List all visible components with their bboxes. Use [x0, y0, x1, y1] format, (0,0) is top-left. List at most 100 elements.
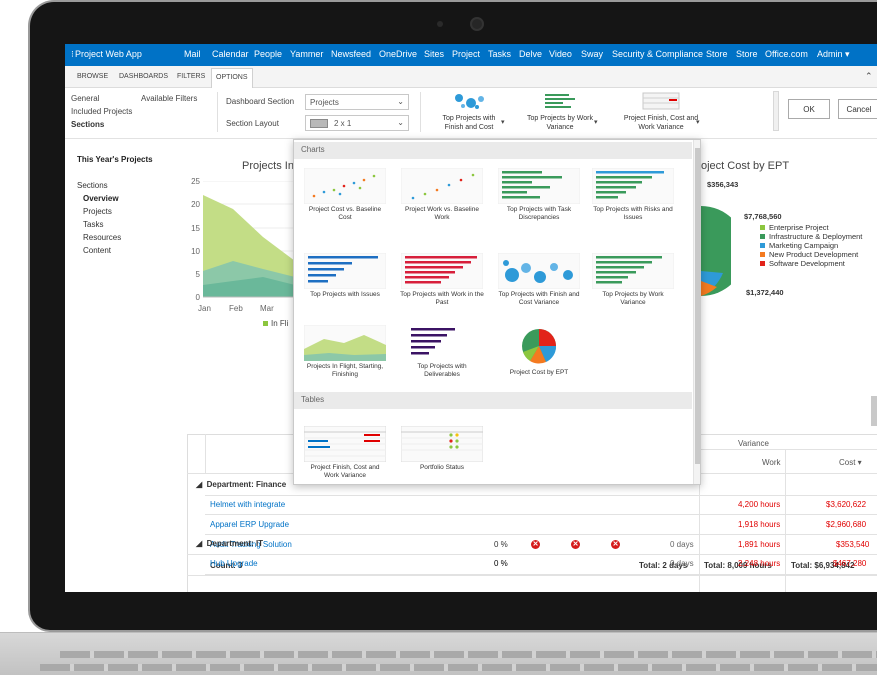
gallery-item-portfolio-status[interactable]: Portfolio Status [400, 426, 484, 472]
nav-tasks[interactable]: Tasks [488, 49, 512, 59]
gallery-item-issues[interactable]: Top Projects with Issues [303, 253, 387, 299]
scatter-thumbnail [401, 168, 483, 204]
section-layout-select[interactable]: 2 x 1 ⌄ [305, 115, 409, 131]
gallery-item-work-vs-baseline[interactable]: Project Work vs. Baseline Work [400, 168, 484, 222]
sections-label: Sections [77, 181, 108, 190]
cost-header[interactable]: Cost ▾ [839, 458, 862, 467]
ribbon-general[interactable]: General [71, 94, 100, 103]
popup-scrollbar[interactable] [693, 140, 700, 484]
tab-filters[interactable]: FILTERS [177, 73, 206, 80]
pie-slice-new-product [701, 281, 717, 296]
cancel-button[interactable]: Cancel [838, 99, 877, 119]
gallery-item-risks-issues[interactable]: Top Projects with Risks and Issues [591, 168, 675, 222]
button-caption: Top Projects by Work Variance [526, 115, 593, 131]
gallery-item-work-in-past[interactable]: Top Projects with Work in the Past [400, 253, 484, 307]
nav-sway[interactable]: Sway [581, 49, 604, 59]
gallery-item-finish-cost-variance[interactable]: Top Projects with Finish and Cost Varian… [497, 253, 581, 307]
nav-onedrive[interactable]: OneDrive [379, 49, 418, 59]
gallery-item-in-flight[interactable]: Projects In Flight, Starting, Finishing [303, 325, 387, 379]
section-overview[interactable]: Overview [83, 194, 119, 203]
dropdown-arrow-icon[interactable]: ▾ [501, 119, 505, 126]
gallery-item-work-variance[interactable]: Top Projects by Work Variance [591, 253, 675, 307]
top-projects-work-variance-button[interactable]: Top Projects by Work Variance [522, 91, 598, 132]
project-link[interactable]: Helmet with integrate [210, 500, 286, 509]
tab-browse[interactable]: BROWSE [77, 73, 109, 80]
collapse-ribbon-icon[interactable]: ⌃ [865, 71, 873, 81]
cost-variance: $467,280 [833, 559, 867, 568]
tab-dashboards[interactable]: DASHBOARDS [119, 73, 169, 80]
gallery-item-finish-cost-work-table[interactable]: Project Finish, Cost and Work Variance [303, 426, 387, 480]
nav-yammer[interactable]: Yammer [290, 49, 324, 59]
chart-gallery-popup: Charts Project Cost vs. Baseline Cost Pr… [293, 139, 701, 485]
top-projects-finish-cost-button[interactable]: Top Projects with Finish and Cost [433, 91, 505, 132]
table-scrollbar[interactable] [871, 396, 877, 426]
project-link[interactable]: Apparel ERP Upgrade [210, 520, 290, 529]
webcam [470, 17, 484, 31]
bubble-thumbnail [498, 253, 580, 289]
section-tasks[interactable]: Tasks [83, 220, 104, 229]
gallery-item-cost-by-ept[interactable]: Project Cost by EPT [497, 325, 581, 377]
error-x-icon: ✕ [531, 540, 540, 549]
work-header[interactable]: Work [762, 458, 781, 467]
ribbon-available-filters[interactable]: Available Filters [141, 94, 198, 103]
work-variance: 2,248 hours [738, 559, 781, 568]
group-finance[interactable]: ◢ Department: Finance [196, 480, 287, 489]
ribbon-included-projects[interactable]: Included Projects [71, 107, 133, 116]
cost-variance: $3,620,622 [826, 500, 867, 509]
gallery-caption: Project Work vs. Baseline Work [405, 206, 479, 221]
cost-variance: $353,540 [836, 540, 870, 549]
gallery-item-deliverables[interactable]: Top Projects with Deliverables [400, 325, 484, 379]
total-cost: Total: $6,934,842 [791, 561, 855, 570]
app-title[interactable]: ⁝Project Web App [71, 49, 142, 59]
nav-security-compliance[interactable]: Security & Compliance [612, 49, 704, 59]
key-row [40, 664, 877, 671]
work-variance: 1,918 hours [738, 520, 781, 529]
project-link[interactable]: Hub Upgrade [210, 559, 258, 568]
dashboard-title: This Year's Projects [77, 155, 153, 164]
percent-complete: 0 % [494, 540, 508, 549]
table-rule [205, 514, 877, 515]
scatter-thumbnail [304, 168, 386, 204]
area-legend: In Fli [263, 319, 288, 328]
admin-menu[interactable]: Admin ▾ [817, 49, 850, 59]
nav-newsfeed[interactable]: Newsfeed [331, 49, 372, 59]
bar-thumbnail [592, 253, 674, 289]
section-resources[interactable]: Resources [83, 233, 122, 242]
pie-label: $356,343 [707, 180, 739, 189]
section-layout-label: Section Layout [226, 119, 279, 128]
section-projects[interactable]: Projects [83, 207, 112, 216]
nav-store-2[interactable]: Store [736, 49, 758, 59]
nav-delve[interactable]: Delve [519, 49, 543, 59]
ok-button[interactable]: OK [788, 99, 830, 119]
scroll-thumb[interactable] [695, 148, 700, 464]
ribbon-sections[interactable]: Sections [71, 120, 105, 129]
ribbon-scrollbar[interactable] [773, 91, 779, 131]
nav-video[interactable]: Video [549, 49, 572, 59]
nav-store[interactable]: Store [706, 49, 728, 59]
gallery-item-cost-vs-baseline[interactable]: Project Cost vs. Baseline Cost [303, 168, 387, 222]
project-link[interactable]: Audit Tracking Solution [210, 540, 292, 549]
work-variance: 1,891 hours [738, 540, 781, 549]
table-rule [187, 575, 877, 576]
table-rule [205, 495, 877, 496]
bar-chart-icon [545, 94, 575, 108]
gallery-item-task-discrepancies[interactable]: Top Projects with Task Discrepancies [497, 168, 581, 222]
nav-office-com[interactable]: Office.com [765, 49, 808, 59]
nav-mail[interactable]: Mail [184, 49, 201, 59]
dashboard-section-value: Projects [310, 98, 339, 107]
dropdown-arrow-icon[interactable]: ▾ [594, 119, 598, 126]
dashboard-section-select[interactable]: Projects ⌄ [305, 94, 409, 110]
group-it[interactable]: ◢ Department: IT [196, 539, 264, 548]
project-finish-cost-work-button[interactable]: Project Finish, Cost and Work Variance [622, 91, 700, 132]
y-tick: 15 [191, 224, 200, 233]
nav-calendar[interactable]: Calendar [212, 49, 249, 59]
section-content[interactable]: Content [83, 246, 112, 255]
tab-options[interactable]: OPTIONS [211, 68, 253, 88]
nav-sites[interactable]: Sites [424, 49, 445, 59]
nav-people[interactable]: People [254, 49, 283, 59]
button-caption: Project Finish, Cost and Work Variance [623, 115, 699, 131]
nav-project[interactable]: Project [452, 49, 481, 59]
dropdown-arrow-icon[interactable]: ▾ [696, 119, 700, 126]
y-tick: 10 [191, 247, 200, 256]
